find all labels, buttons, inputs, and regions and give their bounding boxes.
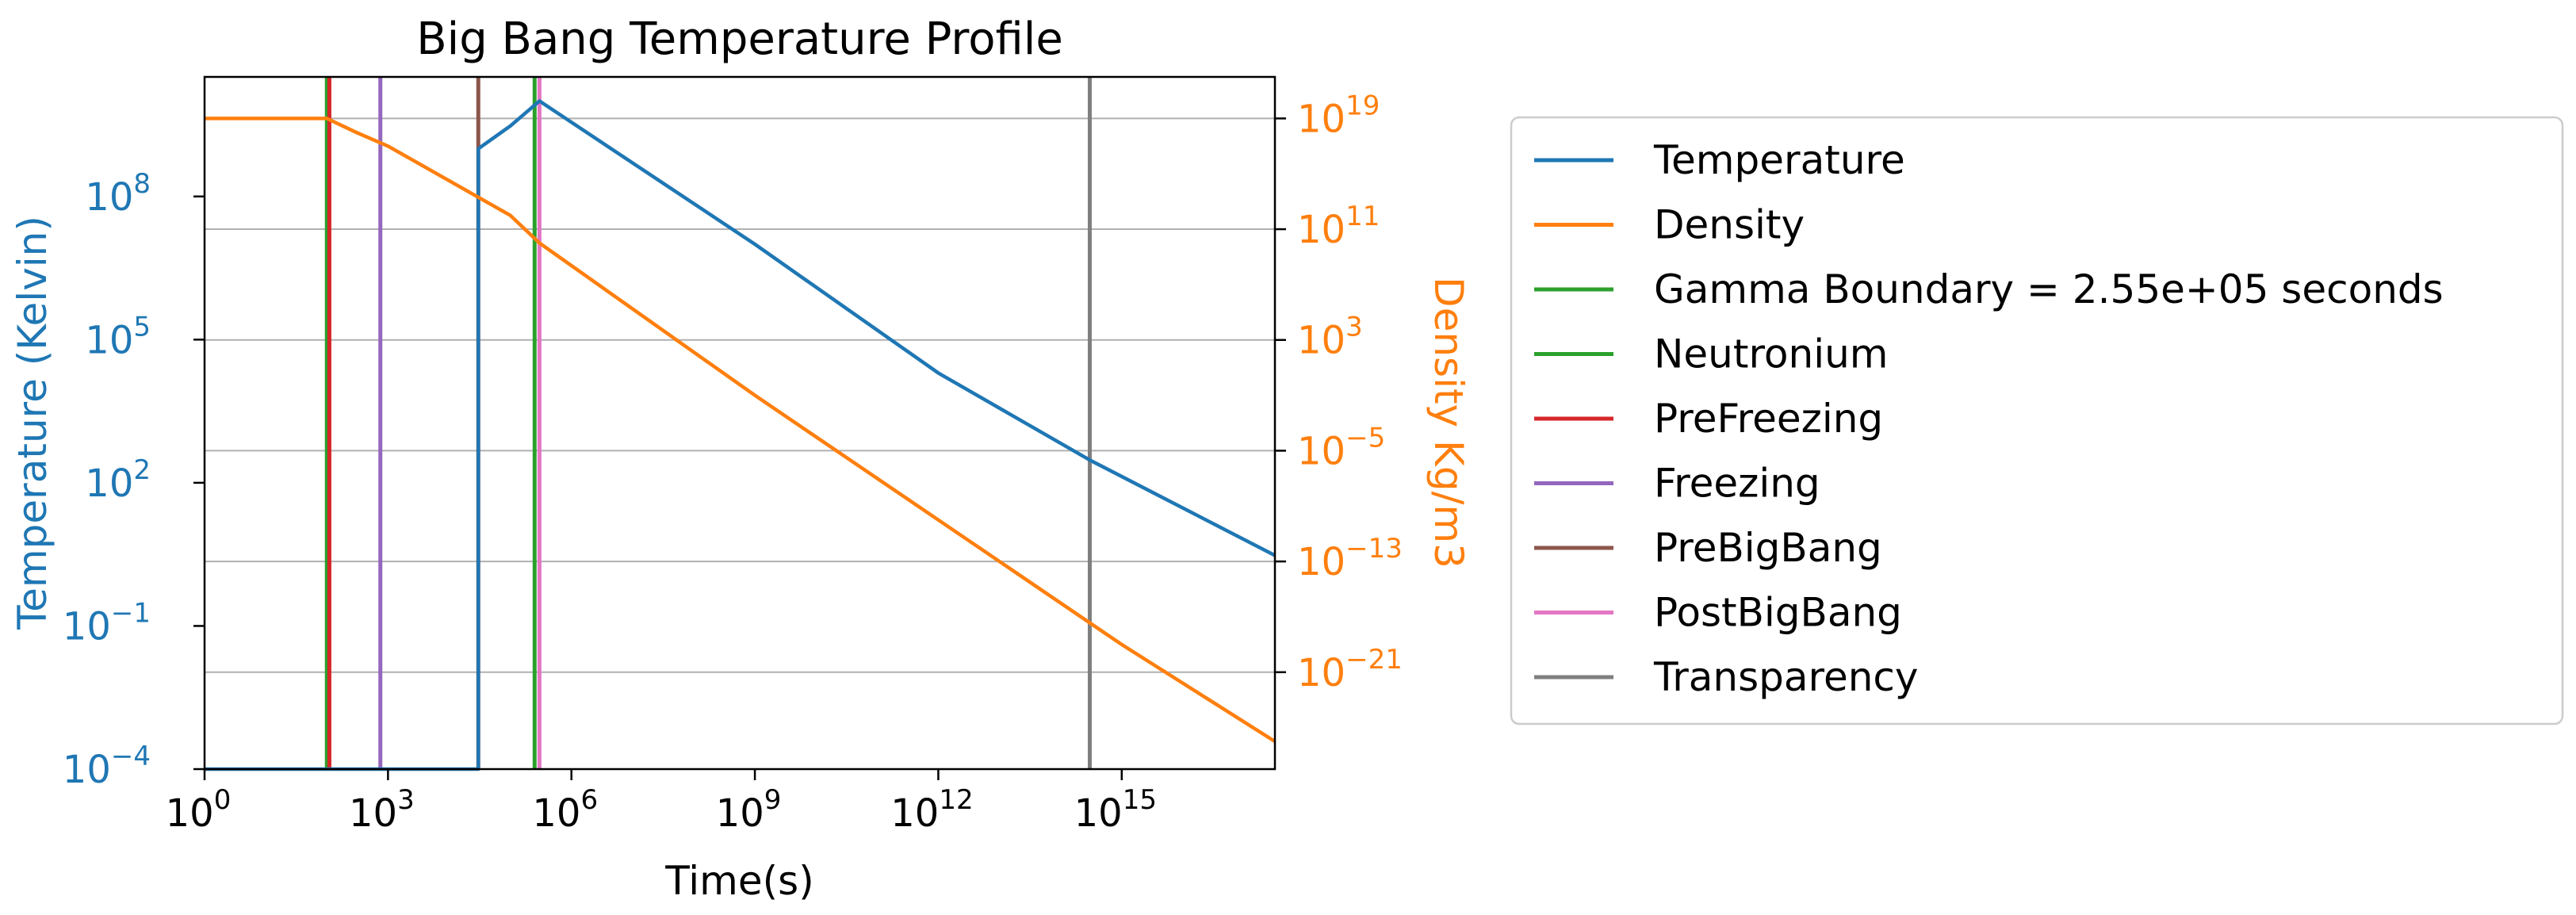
- y-right-tick-label: 103: [1297, 312, 1363, 363]
- legend-label: Gamma Boundary = 2.55e+05 seconds: [1654, 266, 2444, 312]
- plot-frame: [203, 75, 1277, 771]
- y-right-tick-label: 10−5: [1297, 422, 1385, 473]
- y-right-tick-label: 1011: [1297, 201, 1380, 252]
- y-left-tick-label-base: 10: [85, 175, 133, 220]
- legend-label: PostBigBang: [1654, 590, 1902, 636]
- x-tick-label-base: 10: [716, 791, 764, 836]
- y-left-tick-label: 108: [85, 168, 151, 220]
- series-lines: [205, 99, 1277, 771]
- vertical-lines: [324, 77, 1092, 769]
- x-tick-label-exp: 12: [939, 784, 973, 816]
- y-axis-left-label: Temperature (Kelvin): [10, 216, 56, 630]
- y-axis-right-label: Density Kg/m3: [1426, 277, 1472, 569]
- y-right-tick-label-exp: 3: [1345, 312, 1363, 343]
- x-tick-label-exp: 3: [397, 784, 415, 816]
- legend: Temperature Density Gamma Boundary = 2.55e…: [1510, 116, 2564, 725]
- x-tick-label-base: 10: [890, 791, 939, 836]
- x-tick-label: 109: [716, 784, 782, 836]
- legend-label: Transparency: [1653, 654, 1919, 700]
- legend-label: Freezing: [1654, 461, 1820, 507]
- x-axis-label: Time(s): [664, 858, 813, 904]
- y-left-tick-label-base: 10: [63, 748, 111, 792]
- y-left-tick-label: 102: [85, 454, 151, 506]
- x-tick-label: 100: [166, 784, 232, 836]
- y-right-tick-label: 10−21: [1297, 644, 1403, 695]
- x-tick-label-base: 10: [1074, 791, 1123, 836]
- series-line-density: [205, 117, 1277, 744]
- y-left-tick-label: 105: [85, 311, 151, 362]
- x-tick-label: 106: [532, 784, 598, 836]
- legend-label: PreBigBang: [1654, 525, 1882, 571]
- legend-label: PreFreezing: [1654, 396, 1883, 442]
- x-tick-label-base: 10: [532, 791, 580, 836]
- y-right-tick-label-base: 10: [1297, 429, 1345, 473]
- x-tick-label-exp: 6: [580, 784, 598, 816]
- x-tick-label-exp: 9: [764, 784, 782, 816]
- y-right-tick-label-exp: −13: [1345, 533, 1403, 565]
- y-right-tick-label-exp: 19: [1345, 90, 1380, 121]
- y-right-tick-label: 1019: [1297, 90, 1380, 141]
- y-left-tick-label: 10−1: [63, 597, 151, 649]
- y-right-tick-label-base: 10: [1297, 540, 1345, 584]
- y-right-tick-label-base: 10: [1297, 319, 1345, 363]
- y-left-tick-label-base: 10: [85, 461, 133, 506]
- y-right-tick-label-exp: −21: [1345, 644, 1403, 676]
- y-left-tick-label-exp: −1: [111, 597, 151, 629]
- y-right-tick-label-base: 10: [1297, 97, 1345, 141]
- x-tick-label-exp: 15: [1123, 784, 1157, 816]
- y-left-tick-label-exp: 8: [133, 168, 151, 200]
- y-left-tick-label-exp: 2: [133, 454, 151, 486]
- y-left-tick-label-exp: 5: [133, 311, 151, 343]
- legend-label: Density: [1654, 202, 1805, 248]
- y-right-tick-label-exp: 11: [1345, 201, 1380, 232]
- y-right-tick-label-base: 10: [1297, 208, 1345, 252]
- y-right-tick-label-base: 10: [1297, 651, 1345, 695]
- y-left-tick-label: 10−4: [63, 741, 151, 792]
- x-tick-label: 103: [349, 784, 415, 836]
- y-right-tick-label: 10−13: [1297, 533, 1403, 584]
- x-tick-label-base: 10: [166, 791, 214, 836]
- y-right-tick-label-exp: −5: [1345, 422, 1385, 454]
- y-left-tick-label-exp: −4: [111, 741, 151, 772]
- axis-ticks: 100 103 106 109 1012 101510−410−110210510810−…: [63, 90, 1403, 836]
- legend-label: Temperature: [1653, 137, 1905, 183]
- y-left-tick-label-base: 10: [85, 318, 133, 362]
- y-left-tick-label-base: 10: [63, 604, 111, 649]
- chart-title: Big Bang Temperature Profile: [416, 13, 1063, 65]
- x-tick-label-base: 10: [349, 791, 397, 836]
- legend-label: Neutronium: [1654, 331, 1888, 377]
- legend-frame: [1510, 116, 2564, 725]
- series-line-temperature: [205, 99, 1277, 771]
- x-tick-label: 1012: [890, 784, 973, 836]
- grid-lines: [205, 117, 1275, 673]
- x-tick-label: 1015: [1074, 784, 1157, 836]
- x-tick-label-exp: 0: [214, 784, 232, 816]
